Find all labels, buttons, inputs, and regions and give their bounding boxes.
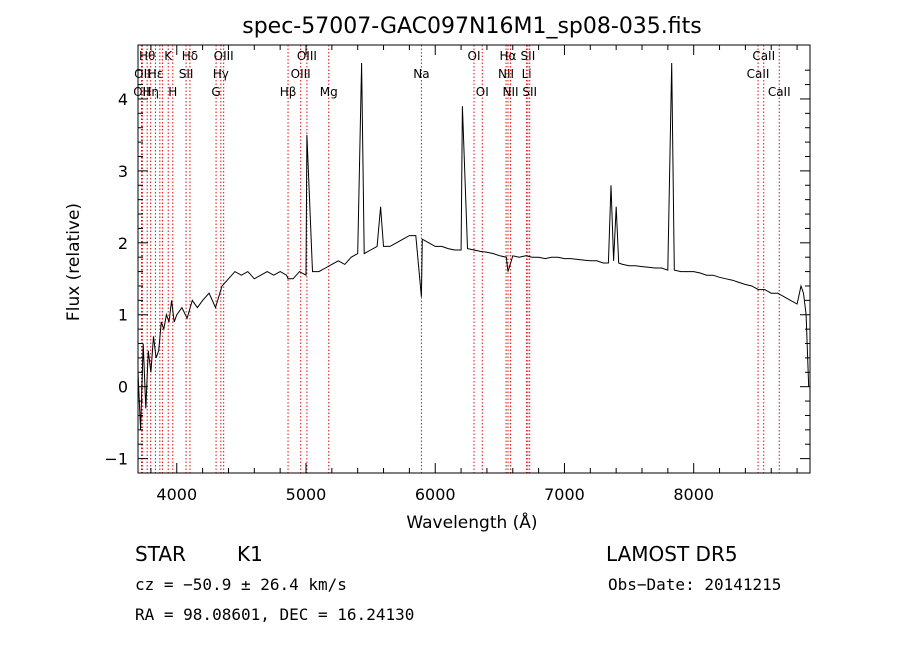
- x-tick-label: 5000: [286, 485, 327, 504]
- x-axis-label: Wavelength (Å): [406, 511, 537, 533]
- spectral-line-label: CaII: [752, 49, 775, 63]
- y-axis-ticks: −1 0 1 2 3 4: [104, 69, 810, 469]
- spectral-line-label: Hθ: [139, 49, 155, 63]
- spectral-line-label: Hη: [142, 85, 159, 99]
- spectral-line-label: CaII: [747, 67, 770, 81]
- spectral-line-label: Hβ: [280, 85, 297, 99]
- redshift-cz: cz = −50.9 ± 26.4 km/s: [135, 575, 347, 594]
- spectral-line-label: OI: [476, 85, 489, 99]
- spectral-line-markers: OIIOIIHθHηHεKHSIIHδGHγOIIIHβOIIIOIIIMgNa…: [133, 45, 791, 473]
- spectral-line-label: SII: [179, 67, 194, 81]
- spectral-line-label: Na: [413, 67, 429, 81]
- spectral-line-label: H: [168, 85, 177, 99]
- x-tick-label: 4000: [156, 485, 197, 504]
- y-tick-label: 3: [118, 162, 128, 181]
- y-tick-label: 4: [118, 90, 128, 109]
- spectral-line-label: NII: [498, 67, 514, 81]
- x-tick-label: 6000: [415, 485, 456, 504]
- spectral-line-label: NII: [503, 85, 519, 99]
- x-axis-ticks: 4000 5000 6000 7000 8000: [150, 45, 798, 504]
- object-subclass: K1: [237, 542, 263, 566]
- spectral-line-label: SII: [521, 49, 536, 63]
- spectral-line-label: OI: [468, 49, 481, 63]
- spectral-line-label: Hγ: [213, 67, 229, 81]
- spectral-line-label: OIII: [291, 67, 311, 81]
- chart-title: spec-57007-GAC097N16M1_sp08-035.fits: [242, 14, 702, 39]
- plot-area: [137, 62, 810, 430]
- x-tick-label: 8000: [673, 485, 714, 504]
- y-axis-label: Flux (relative): [64, 203, 84, 321]
- coordinates: RA = 98.08601, DEC = 16.24130: [135, 605, 414, 624]
- spectral-line-label: Li: [522, 67, 532, 81]
- spectral-line-label: Hα: [500, 49, 517, 63]
- spectral-line-label: Mg: [320, 85, 338, 99]
- observation-date: Obs−Date: 20141215: [608, 575, 781, 594]
- spectral-line-label: K: [164, 49, 173, 63]
- spectral-line-label: SII: [522, 85, 537, 99]
- y-tick-label: 0: [118, 378, 128, 397]
- spectral-line-label: OIII: [214, 49, 234, 63]
- x-tick-label: 7000: [544, 485, 585, 504]
- y-tick-label: 1: [118, 306, 128, 325]
- object-class: STAR: [135, 542, 186, 566]
- spectral-line-label: G: [211, 85, 220, 99]
- plot-frame: [137, 44, 811, 474]
- spectrum-series-line: [137, 62, 810, 430]
- survey-name: LAMOST DR5: [606, 542, 738, 566]
- spectral-line-label: Hδ: [182, 49, 198, 63]
- y-tick-label: −1: [104, 450, 128, 469]
- spectral-line-label: Hε: [148, 67, 164, 81]
- spectral-line-label: CaII: [768, 85, 791, 99]
- spectral-line-label: OIII: [297, 49, 317, 63]
- spectral-line-label: OII: [133, 85, 150, 99]
- y-tick-label: 2: [118, 234, 128, 253]
